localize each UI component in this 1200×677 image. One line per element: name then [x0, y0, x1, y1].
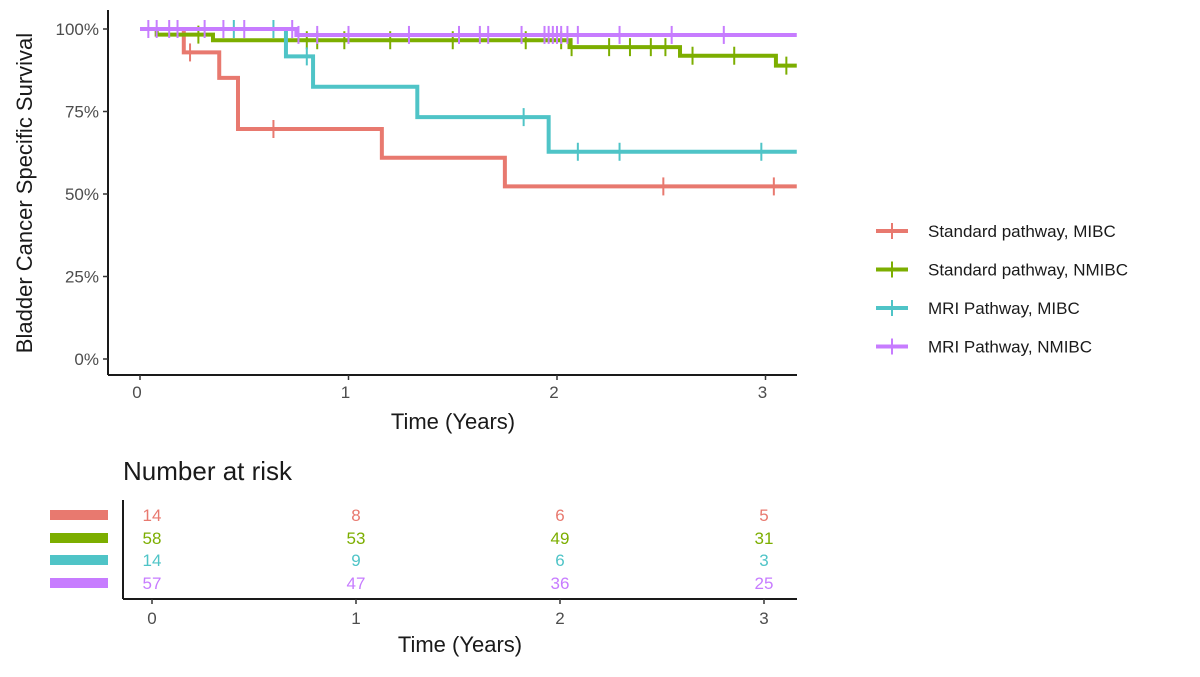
risk-count: 5: [759, 506, 768, 525]
x-tick-label: 3: [758, 383, 767, 402]
risk-table-x-tick-label: 1: [351, 609, 360, 628]
risk-count: 53: [347, 529, 366, 548]
risk-table: Number at risk Time (Years) 0 1 2 3 14 8 6 5 58 5…: [50, 456, 797, 657]
risk-row-key-mri-pathway-mibc: [50, 555, 108, 565]
y-tick-label: 100%: [56, 20, 99, 39]
risk-row-key-standard-pathway-mibc: [50, 510, 108, 520]
survival-curve-mri-pathway-nmibc: [140, 27, 797, 37]
risk-row-key-standard-pathway-nmibc: [50, 533, 108, 543]
x-tick-label: 2: [549, 383, 558, 402]
y-tick-label: 0%: [74, 350, 99, 369]
legend-label: Standard pathway, NMIBC: [928, 261, 1128, 280]
legend-item-mri-pathway-mibc: MRI Pathway, MIBC: [876, 299, 1080, 318]
y-axis-title: Bladder Cancer Specific Survival: [12, 33, 37, 353]
risk-count: 14: [143, 551, 162, 570]
risk-row-key-mri-pathway-nmibc: [50, 578, 108, 588]
risk-table-x-tick-label: 0: [147, 609, 156, 628]
legend-label: MRI Pathway, MIBC: [928, 299, 1080, 318]
legend-item-standard-pathway-nmibc: Standard pathway, NMIBC: [876, 261, 1128, 280]
risk-count: 49: [551, 529, 570, 548]
risk-table-x-tick-label: 2: [555, 609, 564, 628]
risk-count: 25: [755, 574, 774, 593]
x-tick-label: 1: [341, 383, 350, 402]
risk-table-x-axis-title: Time (Years): [398, 632, 522, 657]
survival-plot: Bladder Cancer Specific Survival Time (Y…: [12, 10, 797, 434]
risk-count: 57: [143, 574, 162, 593]
risk-count: 6: [555, 506, 564, 525]
risk-table-title: Number at risk: [123, 456, 293, 486]
risk-count: 9: [351, 551, 360, 570]
risk-count: 8: [351, 506, 360, 525]
legend-item-standard-pathway-mibc: Standard pathway, MIBC: [876, 222, 1116, 241]
y-tick-label: 75%: [65, 103, 99, 122]
legend: Standard pathway, MIBC Standard pathway, …: [876, 222, 1128, 357]
y-tick-label: 50%: [65, 185, 99, 204]
risk-count: 31: [755, 529, 774, 548]
x-axis-title: Time (Years): [391, 409, 515, 434]
legend-label: Standard pathway, MIBC: [928, 222, 1116, 241]
survival-curve-mri-pathway-mibc: [140, 27, 797, 154]
risk-count: 47: [347, 574, 366, 593]
x-tick-label: 0: [132, 383, 141, 402]
y-tick-label: 25%: [65, 268, 99, 287]
risk-count: 36: [551, 574, 570, 593]
risk-table-x-tick-label: 3: [759, 609, 768, 628]
risk-count: 3: [759, 551, 768, 570]
risk-count: 6: [555, 551, 564, 570]
risk-count: 14: [143, 506, 162, 525]
legend-label: MRI Pathway, NMIBC: [928, 338, 1092, 357]
legend-item-mri-pathway-nmibc: MRI Pathway, NMIBC: [876, 338, 1092, 357]
survival-curve-standard-pathway-mibc: [140, 27, 797, 189]
risk-count: 58: [143, 529, 162, 548]
